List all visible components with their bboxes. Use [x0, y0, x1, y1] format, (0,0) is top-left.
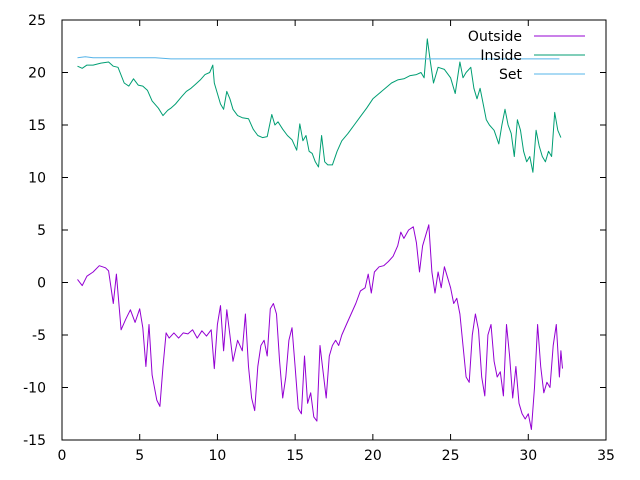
series-lines — [77, 38, 563, 430]
series-line-inside — [77, 38, 562, 173]
y-tick-label: 20 — [28, 66, 46, 82]
axis-ticks: 0 5 10 15 20 25 30 35 -15 -10 -5 0 5 10 15 20 25 — [23, 13, 615, 464]
x-tick-label: 30 — [519, 448, 537, 464]
legend-label-set: Set — [499, 67, 523, 83]
legend-label-outside: Outside — [468, 29, 522, 45]
x-tick-label: 15 — [286, 448, 304, 464]
series-line-set — [77, 56, 560, 60]
y-tick-label: -10 — [23, 381, 46, 397]
y-tick-label: 15 — [28, 118, 46, 134]
x-tick-label: 0 — [58, 448, 67, 464]
y-tick-label: 25 — [28, 13, 46, 29]
legend: Outside Inside Set — [468, 29, 585, 83]
y-tick-label: -5 — [32, 328, 46, 344]
plot-border — [61, 19, 607, 441]
series-line-outside — [77, 224, 563, 430]
y-tick-label: -15 — [23, 433, 46, 449]
y-tick-label: 5 — [37, 223, 46, 239]
legend-label-inside: Inside — [480, 48, 522, 64]
axes — [61, 19, 607, 441]
y-tick-label: 0 — [37, 276, 46, 292]
x-tick-label: 25 — [442, 448, 460, 464]
x-tick-label: 20 — [364, 448, 382, 464]
x-tick-label: 5 — [135, 448, 144, 464]
y-tick-label: 10 — [28, 171, 46, 187]
x-tick-label: 35 — [597, 448, 615, 464]
x-tick-label: 10 — [209, 448, 227, 464]
